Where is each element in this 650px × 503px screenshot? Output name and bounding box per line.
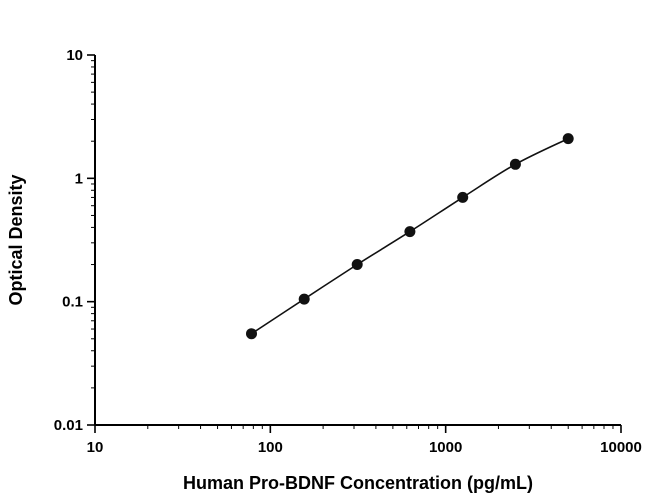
plot-area bbox=[87, 54, 622, 433]
data-point bbox=[351, 259, 363, 270]
data-point bbox=[298, 293, 310, 305]
data-point bbox=[457, 191, 469, 203]
y-axis-title: Optical Density bbox=[6, 174, 26, 305]
data-point bbox=[562, 133, 574, 145]
x-tick-label: 10 bbox=[87, 439, 104, 456]
data-point bbox=[509, 158, 521, 170]
x-axis-title: Human Pro-BDNF Concentration (pg/mL) bbox=[183, 473, 533, 493]
y-tick-label: 10 bbox=[66, 47, 83, 64]
y-tick-label: 1 bbox=[75, 170, 83, 187]
x-tick-label: 100 bbox=[258, 439, 283, 456]
y-tick-label: 0.1 bbox=[62, 294, 83, 311]
data-point bbox=[404, 226, 416, 238]
data-point bbox=[246, 328, 257, 340]
x-tick-label: 10000 bbox=[600, 439, 642, 456]
y-tick-label: 0.01 bbox=[54, 417, 83, 434]
x-tick-label: 1000 bbox=[429, 439, 462, 456]
tick-labels: 10 100 1000 10000 0.01 0.1 1 10 bbox=[54, 47, 642, 456]
